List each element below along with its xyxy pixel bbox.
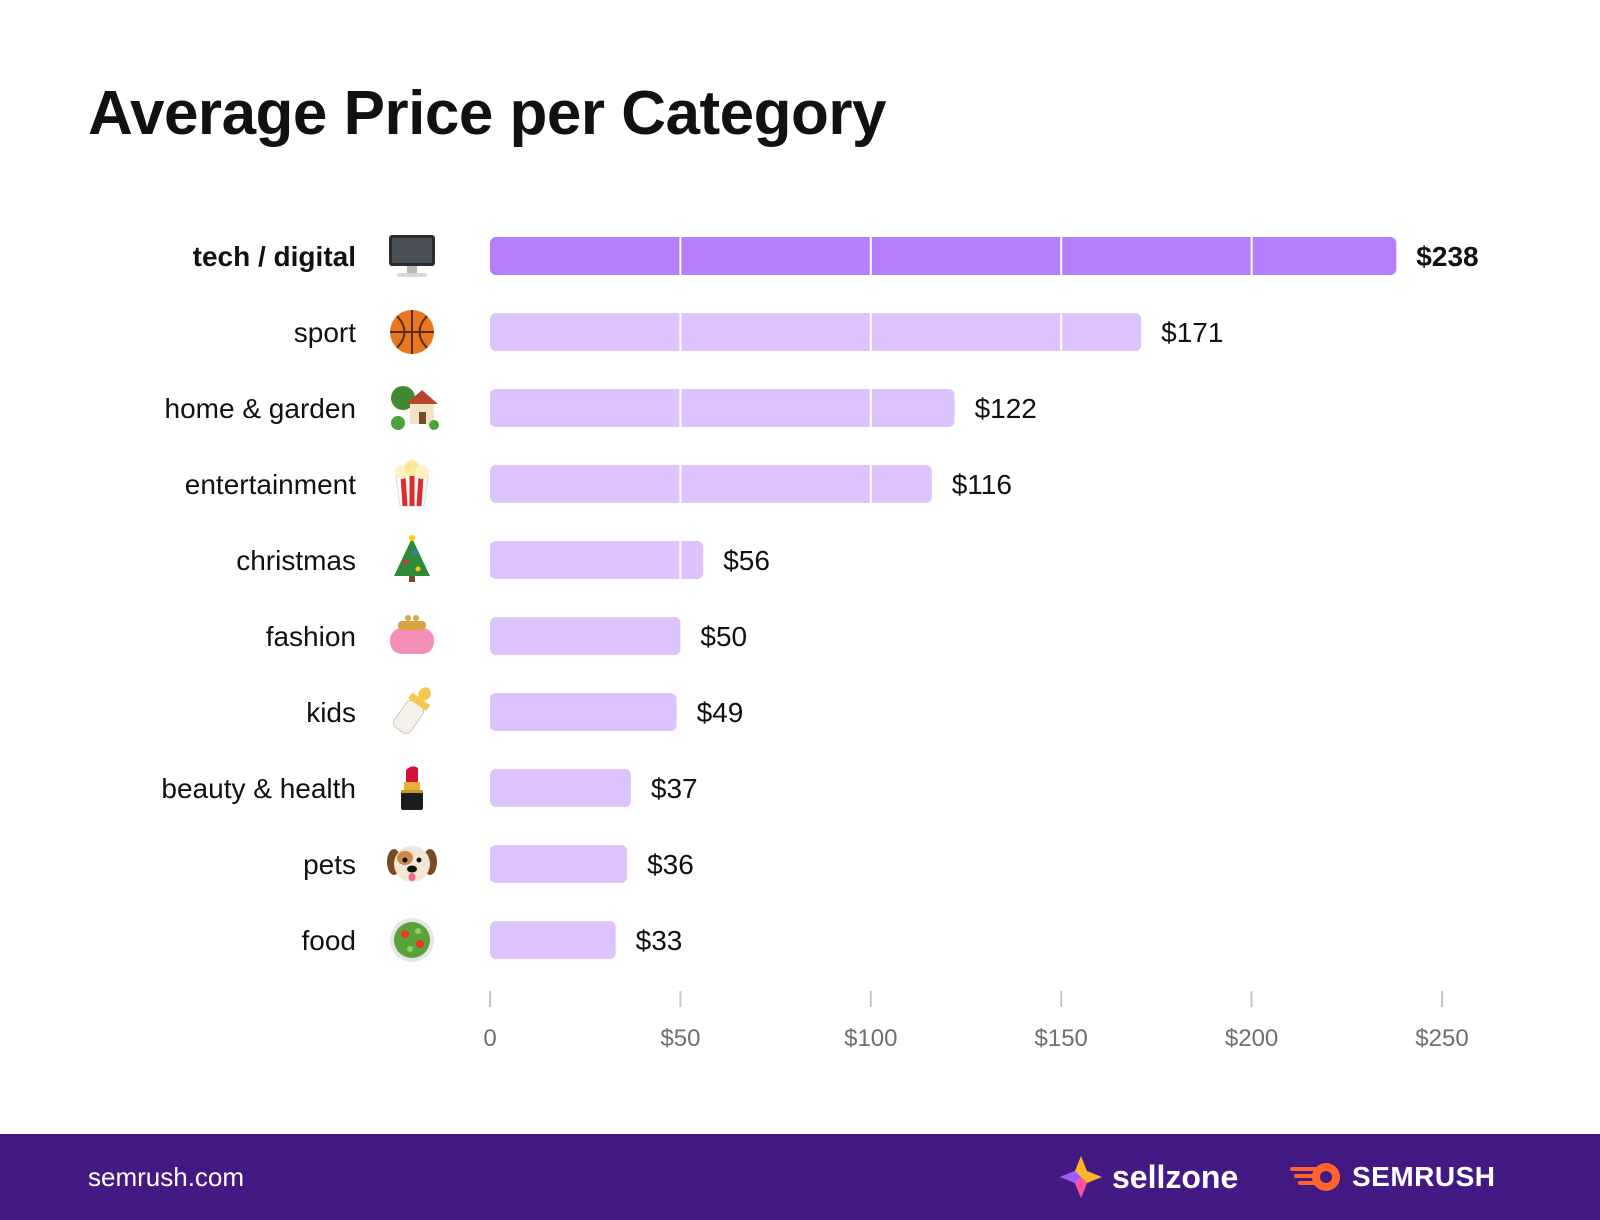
bar — [490, 541, 704, 579]
category-label: entertainment — [185, 469, 356, 500]
category-label: sport — [294, 317, 356, 348]
sellzone-star-icon — [1060, 1156, 1102, 1198]
bar-chart: tech / digital $238 sport $171 home & garden… — [161, 235, 1479, 1052]
purse-icon — [390, 615, 434, 654]
category-label: christmas — [236, 545, 356, 576]
house-with-garden-icon — [391, 386, 439, 430]
footer: semrush.com sellzone SEMRUSH — [0, 1134, 1600, 1220]
desktop-computer-icon — [389, 235, 435, 277]
x-tick-label: $100 — [844, 1025, 897, 1052]
category-label: kids — [306, 697, 356, 728]
footer-url[interactable]: semrush.com — [88, 1162, 245, 1192]
value-label: $56 — [723, 545, 770, 576]
bar — [490, 769, 631, 807]
semrush-logo: SEMRUSH — [1290, 1134, 1496, 1220]
value-label: $33 — [636, 925, 683, 956]
x-tick-label: $50 — [660, 1025, 700, 1052]
bar — [490, 313, 1142, 351]
value-label: $49 — [697, 697, 744, 728]
sellzone-wordmark: sellzone — [1112, 1158, 1239, 1195]
baby-bottle-icon — [393, 687, 431, 734]
bar — [490, 617, 681, 655]
bar — [490, 465, 932, 503]
semrush-wordmark: SEMRUSH — [1352, 1161, 1496, 1192]
value-label: $50 — [700, 621, 747, 652]
bar — [490, 693, 677, 731]
category-label: tech / digital — [193, 241, 356, 272]
category-label: home & garden — [165, 393, 356, 424]
lipstick-icon — [401, 766, 423, 810]
x-tick-label: 0 — [483, 1025, 496, 1052]
category-label: food — [302, 925, 357, 956]
value-label: $171 — [1161, 317, 1223, 348]
popcorn-icon — [395, 460, 429, 507]
category-label: beauty & health — [161, 773, 356, 804]
x-tick-label: $250 — [1415, 1025, 1468, 1052]
bar — [490, 237, 1397, 275]
x-tick-label: $200 — [1225, 1025, 1278, 1052]
chart-title: Average Price per Category — [88, 79, 886, 148]
value-label: $238 — [1416, 241, 1478, 272]
bar — [490, 389, 955, 427]
dog-face-icon — [387, 846, 437, 882]
category-label: pets — [303, 849, 356, 880]
green-salad-icon — [390, 918, 434, 962]
value-label: $122 — [975, 393, 1037, 424]
sellzone-logo: sellzone — [1058, 1134, 1238, 1220]
basketball-icon — [390, 310, 434, 354]
x-tick-label: $150 — [1035, 1025, 1088, 1052]
value-label: $37 — [651, 773, 698, 804]
value-label: $36 — [647, 849, 694, 880]
semrush-fireball-icon — [1290, 1163, 1340, 1191]
bar — [490, 845, 628, 883]
christmas-tree-icon — [394, 535, 430, 582]
value-label: $116 — [952, 469, 1012, 500]
category-label: fashion — [266, 621, 356, 652]
bar — [490, 921, 616, 959]
